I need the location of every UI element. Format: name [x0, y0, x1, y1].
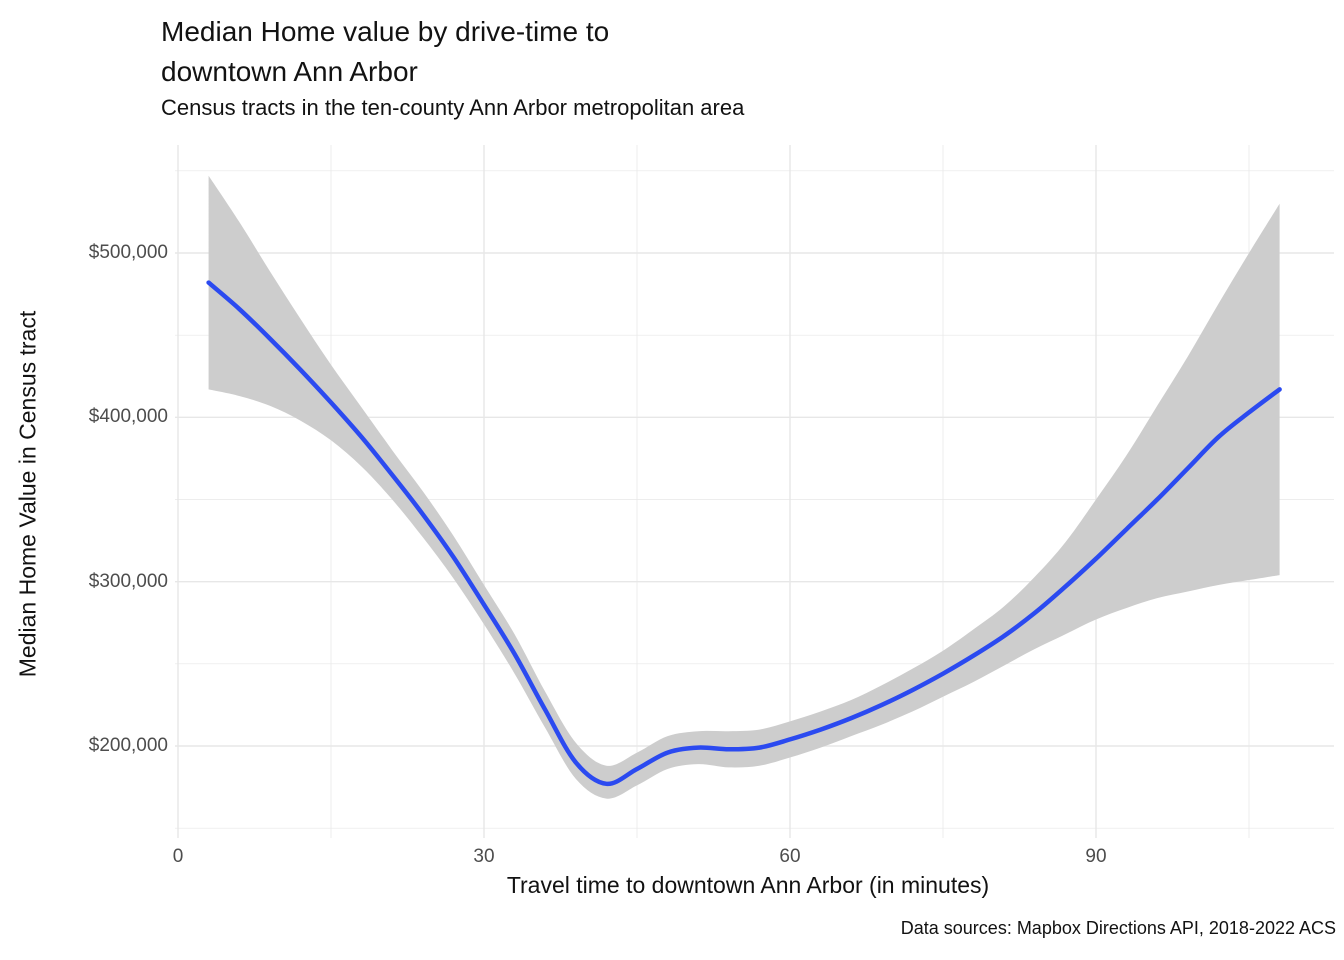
y-tick-label: $300,000: [88, 570, 168, 592]
x-axis-title: Travel time to downtown Ann Arbor (in mi…: [506, 872, 990, 898]
x-tick-label: 60: [779, 846, 801, 867]
x-tick-label: 90: [1085, 846, 1107, 867]
x-tick-label: 30: [473, 846, 495, 867]
y-tick-label: $200,000: [88, 735, 168, 756]
confidence-ribbon: [208, 175, 1280, 799]
minor-gridlines: [175, 145, 1334, 838]
smooth-trend-line: [206, 280, 1282, 787]
y-tick-label: $400,000: [88, 406, 168, 428]
y-axis-title: Median Home Value in Census tract: [14, 310, 41, 678]
x-tick-label: 0: [172, 846, 184, 867]
chart-title: Median Home value by drive-time to downt…: [161, 16, 610, 87]
chart-subtitle: Census tracts in the ten-county Ann Arbo…: [161, 95, 745, 120]
y-tick-label: $500,000: [88, 242, 168, 263]
caption: Data sources: Mapbox Directions API, 201…: [900, 918, 1336, 938]
